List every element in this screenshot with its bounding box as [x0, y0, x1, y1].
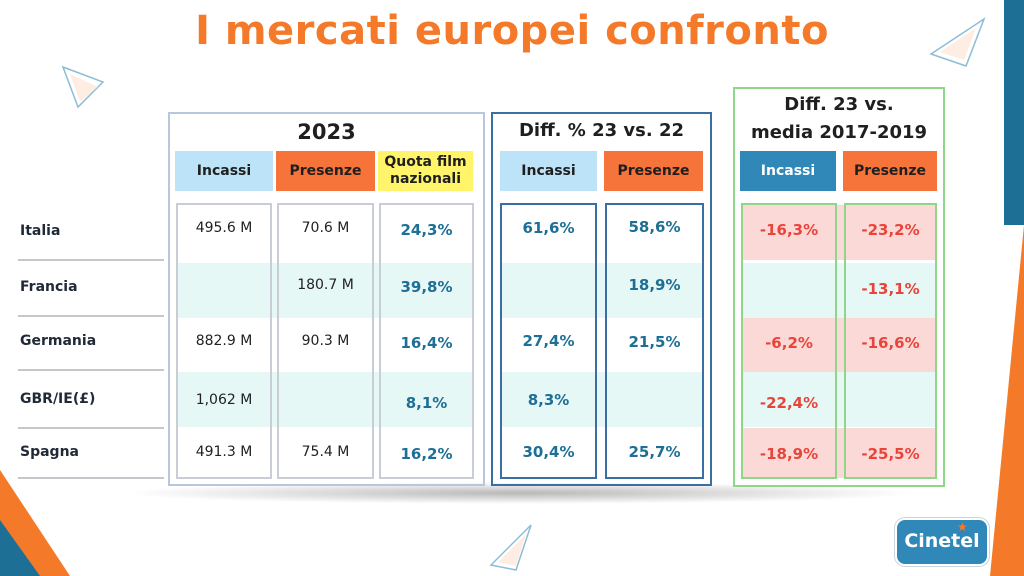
column-presenze-diff22 [605, 203, 704, 479]
row-divider [18, 477, 164, 479]
row-band [741, 428, 937, 478]
cell-diff22-incassi-germania: 27,4% [522, 332, 575, 350]
panel-2023-title: 2023 [297, 120, 356, 144]
row-divider [18, 315, 164, 317]
cell-presenze-germania: 90.3 M [301, 333, 350, 349]
row-label-gbr-ie: GBR/IE(£) [20, 391, 96, 407]
row-band [176, 372, 474, 427]
cell-diffmedia-incassi-spagna: -18,9% [759, 445, 819, 463]
header-presenze: Presenze [843, 151, 937, 191]
panel-diff-vs-media: Diff. 23 vs. media 2017-2019 [733, 87, 945, 487]
cell-presenze-francia: 180.7 M [297, 277, 354, 293]
triangle-decoration [489, 524, 532, 571]
row-band [176, 263, 474, 318]
row-band [741, 372, 937, 427]
column-incassi-2023 [176, 203, 272, 479]
cell-quota-germania: 16,4% [400, 334, 453, 352]
page-title: I mercati europei confronto [195, 8, 829, 54]
header-presenze: Presenze [276, 151, 375, 191]
triangle-decoration [929, 17, 986, 67]
row-divider [18, 369, 164, 371]
column-incassi-diffmedia [741, 203, 837, 479]
triangle-decoration [61, 65, 105, 109]
cell-diff22-incassi-spagna: 30,4% [522, 443, 575, 461]
cell-diff22-presenze-spagna: 25,7% [628, 443, 681, 461]
corner-decoration-left [0, 470, 70, 576]
cell-diff22-incassi-italia: 61,6% [522, 219, 575, 237]
corner-decoration-right [990, 0, 1024, 576]
cell-diff22-presenze-francia: 18,9% [628, 276, 681, 294]
cell-quota-spagna: 16,2% [400, 445, 453, 463]
row-band [500, 372, 704, 427]
cell-diffmedia-presenze-francia: -13,1% [861, 280, 920, 298]
header-incassi: Incassi [740, 151, 836, 191]
header-quota-film-nazionali: Quota film nazionali [378, 151, 473, 191]
cell-diffmedia-incassi-germania: -6,2% [765, 334, 813, 352]
row-band [741, 318, 937, 373]
cell-presenze-spagna: 75.4 M [301, 444, 350, 460]
panel-diff-vs-media-title-line2: media 2017-2019 [750, 122, 928, 143]
panel-diff-23-vs-22-title: Diff. % 23 vs. 22 [518, 120, 684, 141]
table-shadow [120, 482, 920, 504]
cell-presenze-italia: 70.6 M [301, 220, 350, 236]
row-band [500, 263, 704, 318]
panel-diff-23-vs-22: Diff. % 23 vs. 22 [491, 112, 712, 486]
cell-incassi-italia: 495.6 M [195, 220, 253, 236]
cell-quota-francia: 39,8% [400, 278, 453, 296]
cell-incassi-germania: 882.9 M [195, 333, 253, 349]
row-divider [18, 427, 164, 429]
header-incassi: Incassi [175, 151, 273, 191]
cell-diffmedia-incassi-italia: -16,3% [759, 221, 819, 239]
cell-incassi-spagna: 491.3 M [195, 444, 253, 460]
cell-diffmedia-incassi-gbr-ie: -22,4% [759, 394, 819, 412]
row-divider [18, 259, 164, 261]
logo-text: Cinetel [904, 530, 980, 552]
panel-2023: 2023 [168, 112, 485, 486]
cell-diff22-presenze-germania: 21,5% [628, 333, 681, 351]
cell-diff22-incassi-gbr-ie: 8,3% [527, 391, 570, 409]
cell-diffmedia-presenze-spagna: -25,5% [861, 445, 920, 463]
cell-diff22-presenze-italia: 58,6% [628, 218, 681, 236]
logo-star-icon: ★ [957, 520, 968, 534]
row-label-italia: Italia [20, 223, 61, 239]
row-band [741, 263, 937, 318]
cinetel-logo: ★ Cinetel [895, 518, 989, 566]
cell-quota-italia: 24,3% [400, 221, 453, 239]
column-quota-2023 [379, 203, 474, 479]
panel-diff-vs-media-title-line1: Diff. 23 vs. [784, 94, 894, 115]
cell-diffmedia-presenze-italia: -23,2% [861, 221, 920, 239]
cell-incassi-gbr-ie: 1,062 M [195, 392, 253, 408]
cell-quota-gbr-ie: 8,1% [405, 394, 448, 412]
header-presenze: Presenze [604, 151, 703, 191]
row-label-francia: Francia [20, 279, 78, 295]
cell-diffmedia-presenze-germania: -16,6% [861, 334, 920, 352]
row-band [741, 205, 937, 260]
column-incassi-diff22 [500, 203, 597, 479]
column-presenze-diffmedia [844, 203, 937, 479]
row-label-germania: Germania [20, 333, 97, 349]
header-incassi: Incassi [500, 151, 597, 191]
column-presenze-2023 [277, 203, 374, 479]
row-label-spagna: Spagna [20, 444, 79, 460]
